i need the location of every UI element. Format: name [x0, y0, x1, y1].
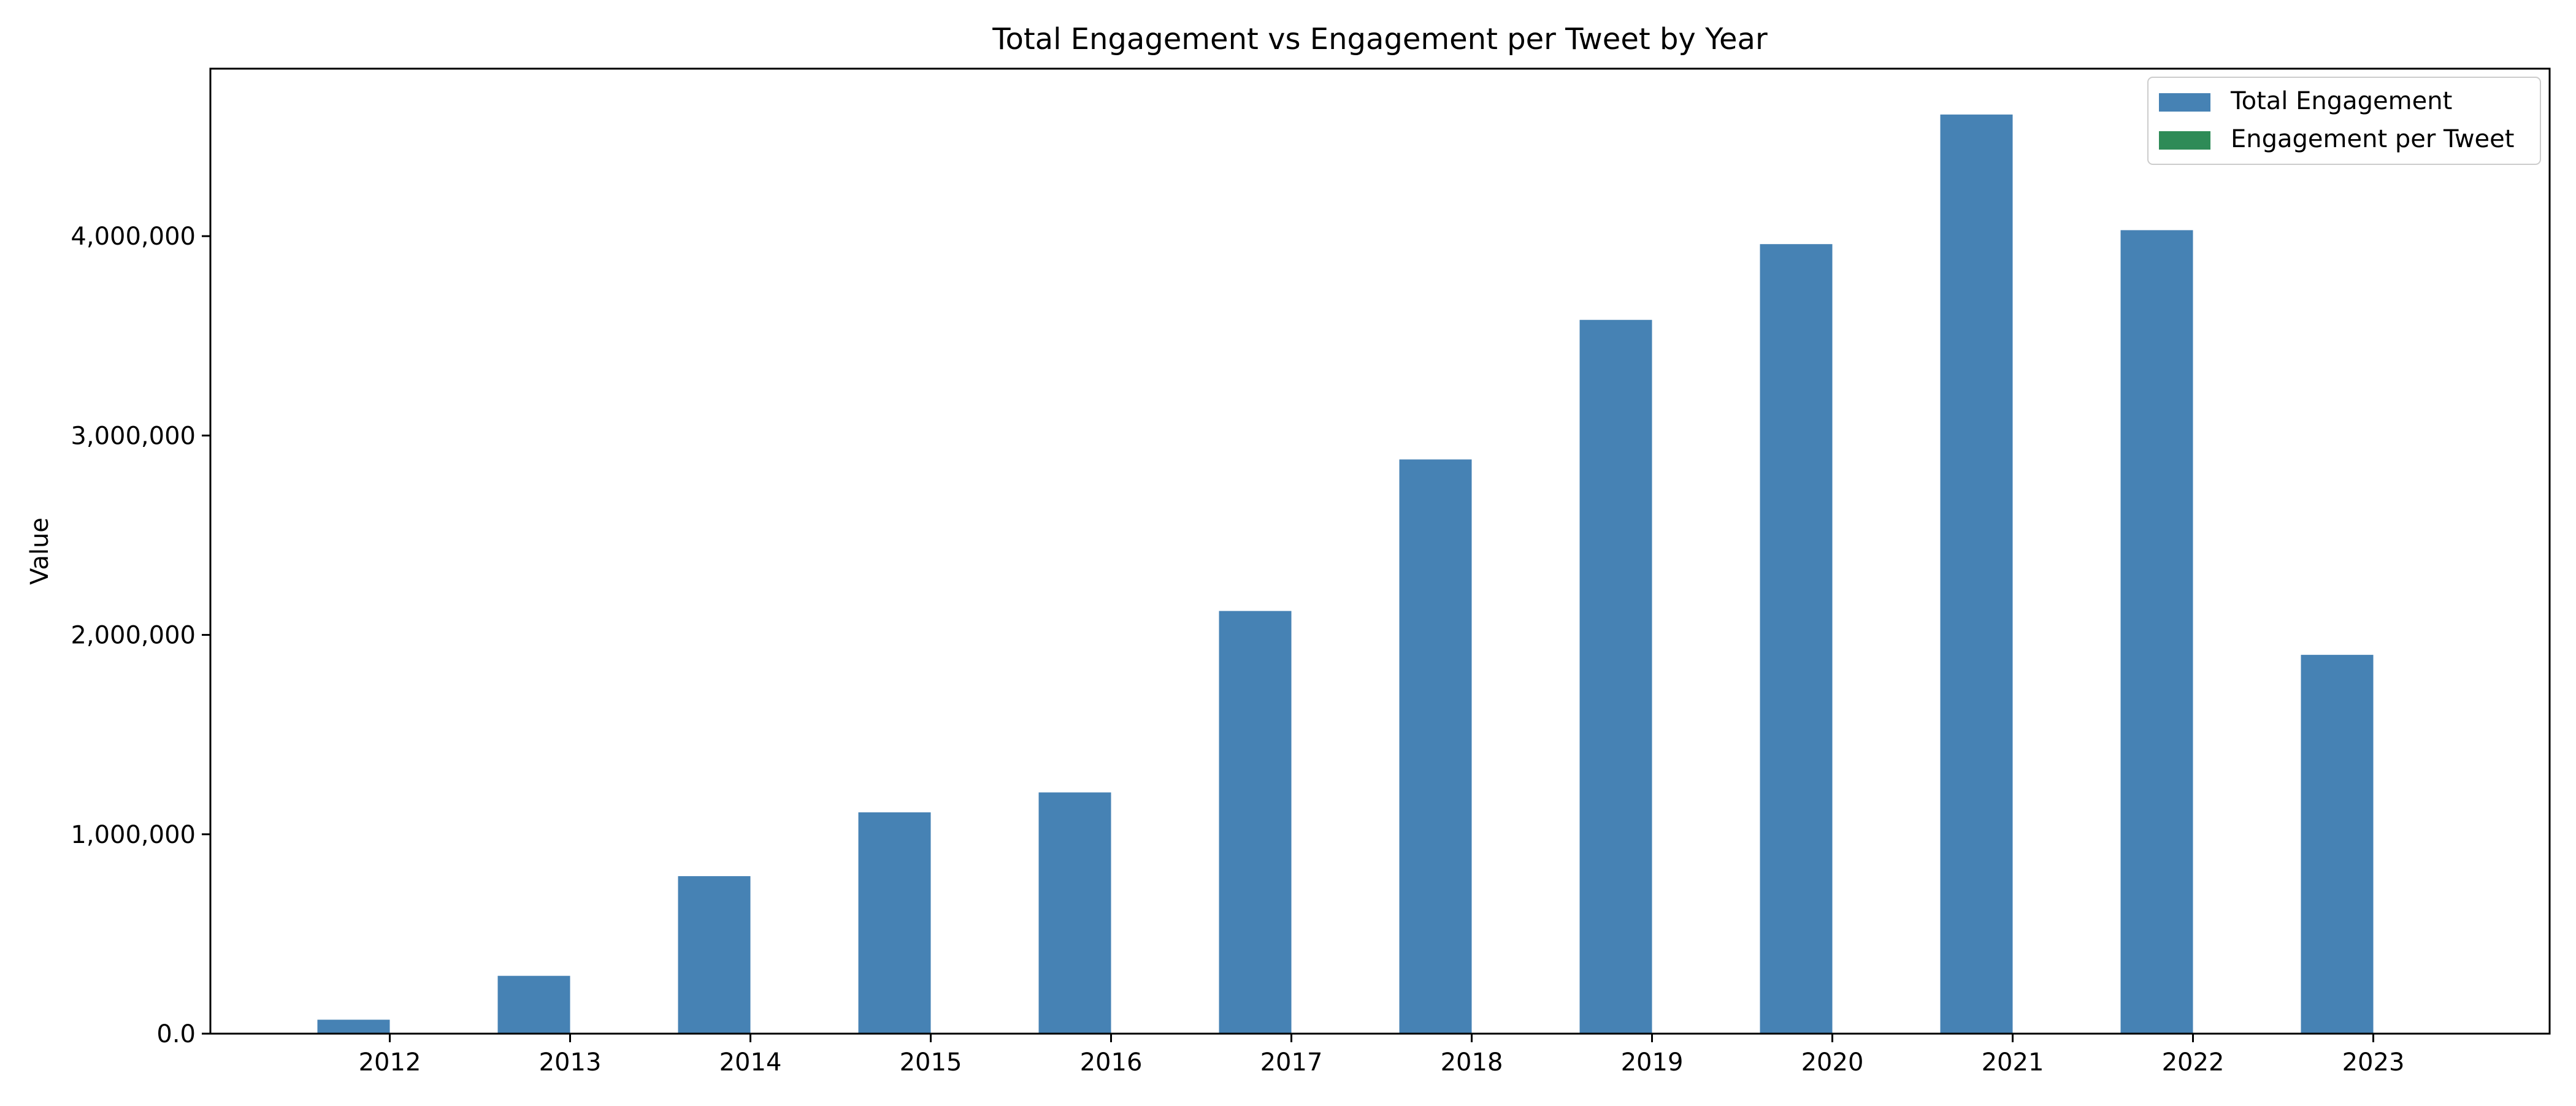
y-tick-label: 0.0: [156, 1020, 196, 1048]
x-tick-label: 2023: [2342, 1048, 2405, 1077]
y-tick-label: 4,000,000: [71, 223, 196, 251]
bar-total-engagement: [1039, 793, 1111, 1034]
bar-total-engagement: [318, 1020, 390, 1034]
x-tick-label: 2014: [719, 1048, 782, 1077]
bar-total-engagement: [1760, 244, 1833, 1034]
bar-total-engagement: [1580, 320, 1652, 1034]
legend-swatch-engagement-per-tweet: [2159, 131, 2210, 150]
legend-label-engagement-per-tweet: Engagement per Tweet: [2231, 125, 2514, 153]
x-tick-label: 2020: [1801, 1048, 1864, 1077]
x-tick-label: 2016: [1080, 1048, 1143, 1077]
y-tick-label: 2,000,000: [71, 622, 196, 650]
legend-swatch-total-engagement: [2159, 93, 2210, 112]
x-tick-label: 2019: [1621, 1048, 1684, 1077]
bar-total-engagement: [2301, 655, 2374, 1034]
x-tick-label: 2013: [539, 1048, 602, 1077]
legend: Total Engagement Engagement per Tweet: [2148, 77, 2540, 164]
chart-title: Total Engagement vs Engagement per Tweet…: [992, 22, 1768, 56]
x-tick-label: 2018: [1441, 1048, 1503, 1077]
y-tick-label: 1,000,000: [71, 821, 196, 849]
bar-total-engagement: [859, 812, 931, 1034]
x-tick-label: 2017: [1260, 1048, 1323, 1077]
y-tick-label: 3,000,000: [71, 422, 196, 450]
x-tick-label: 2012: [359, 1048, 421, 1077]
bar-total-engagement: [1400, 459, 1472, 1034]
bar-total-engagement: [1219, 611, 1292, 1034]
x-tick-label: 2021: [1982, 1048, 2044, 1077]
bar-total-engagement: [2121, 230, 2193, 1034]
bar-total-engagement: [498, 976, 570, 1034]
bar-total-engagement: [1941, 115, 2013, 1034]
x-tick-label: 2022: [2162, 1048, 2225, 1077]
y-axis-label: Value: [26, 517, 54, 585]
x-tick-label: 2015: [900, 1048, 962, 1077]
bar-total-engagement: [678, 876, 751, 1034]
legend-label-total-engagement: Total Engagement: [2230, 87, 2452, 115]
